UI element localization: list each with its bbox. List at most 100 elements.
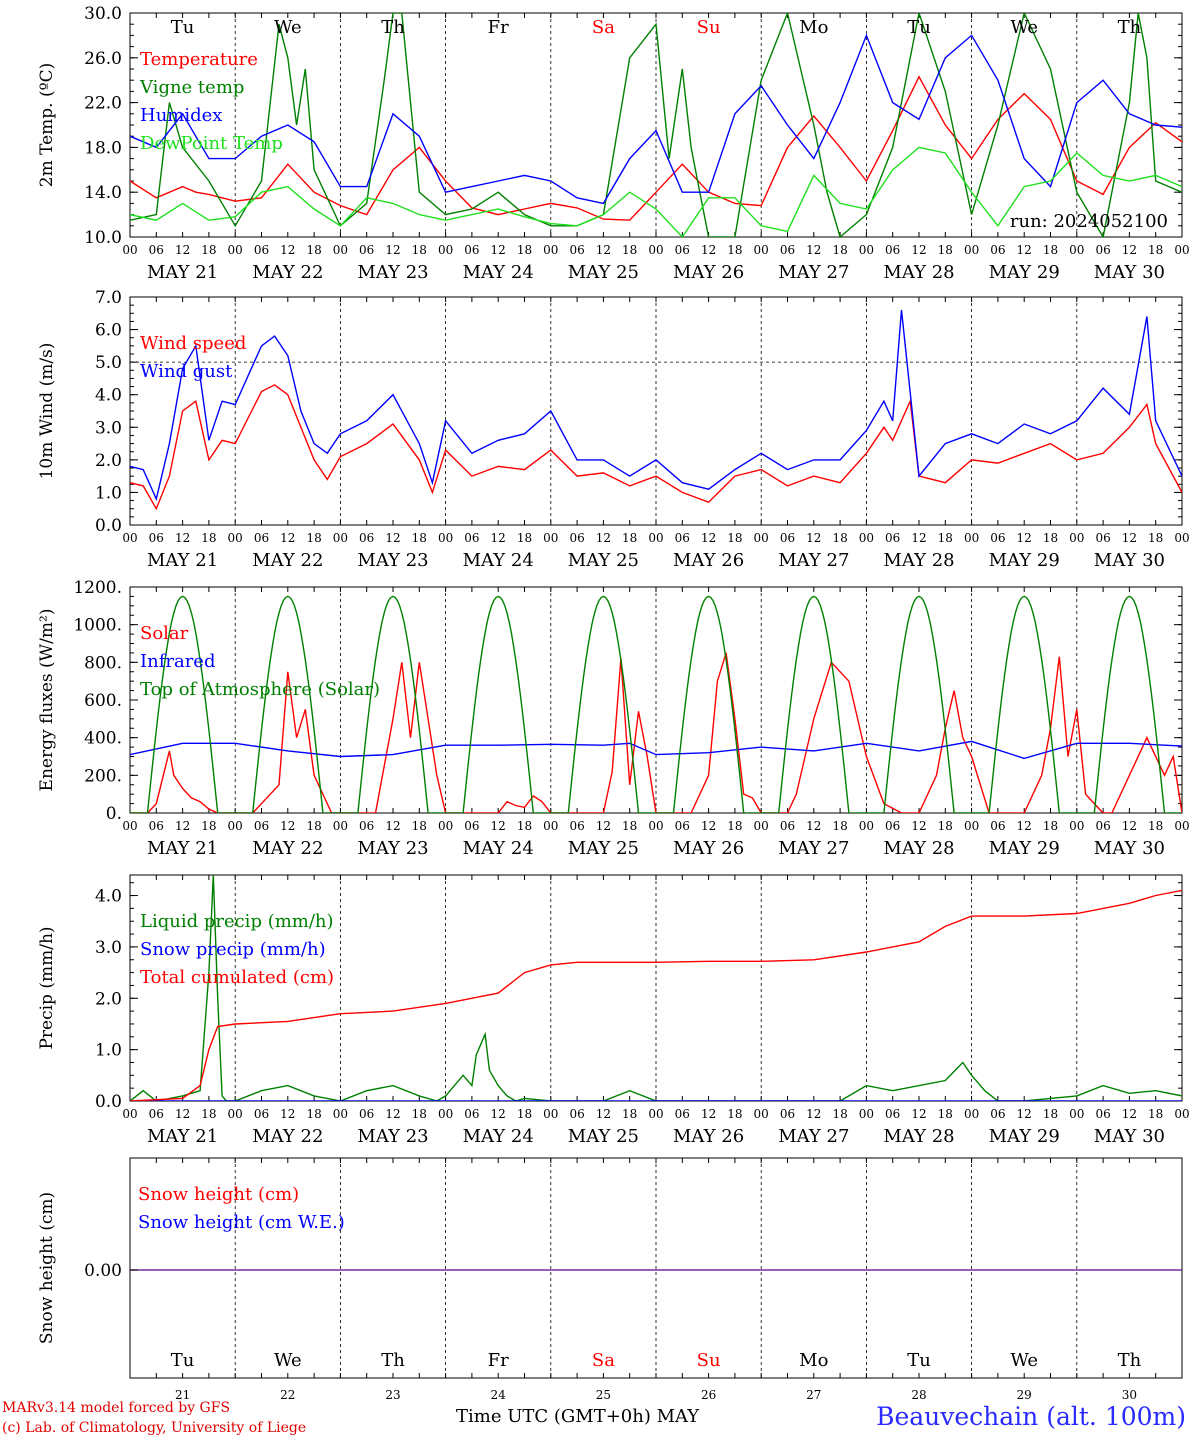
hour-tick-label: 12 [1017,531,1032,545]
date-tick-label: MAY 27 [778,1126,849,1147]
hour-tick-label: 06 [885,531,900,545]
hour-tick-label: 18 [938,1107,953,1121]
y-tick-label: 3.0 [95,938,122,958]
weekday-label-top: Th [381,17,405,38]
y-tick-label: 4.0 [95,386,122,406]
hour-tick-label: 18 [1148,1107,1163,1121]
date-tick-label: MAY 30 [1094,1126,1165,1147]
date-tick-label: MAY 24 [463,1126,534,1147]
series-line-infrared [130,740,1182,760]
hour-tick-label: 12 [911,531,926,545]
hour-tick-label: 00 [754,1107,769,1121]
hour-tick-label: 12 [1122,531,1137,545]
y-tick-label: 5.0 [95,353,122,373]
legend-entry-0: Temperature [140,49,258,70]
hour-tick-label: 12 [596,531,611,545]
y-axis-label-2: Energy fluxes (W/m²) [37,609,57,792]
date-tick-label: MAY 27 [778,838,849,859]
hour-tick-label: 12 [911,243,926,257]
hour-tick-label: 18 [1148,243,1163,257]
hour-tick-label: 00 [1069,819,1084,833]
hour-tick-label: 18 [412,1107,427,1121]
y-tick-label: 800. [84,653,122,673]
date-tick-label: MAY 29 [989,262,1060,283]
hour-tick-label: 06 [990,531,1005,545]
legend-entry-0: Humidex [140,105,222,126]
hour-tick-label: 12 [806,243,821,257]
hour-tick-label: 12 [280,1107,295,1121]
date-tick-label: MAY 25 [568,1126,639,1147]
hour-tick-label: 12 [911,1107,926,1121]
hour-tick-label: 06 [569,1107,584,1121]
hour-tick-label: 06 [359,531,374,545]
hour-tick-label: 00 [122,531,137,545]
y-tick-label: 2.0 [95,989,122,1009]
hour-tick-label: 12 [1122,1107,1137,1121]
weekday-label-top: We [274,17,302,38]
y-axis-label-3: Precip (mm/h) [37,926,57,1049]
hour-tick-label: 18 [1043,243,1058,257]
hour-tick-label: 18 [517,819,532,833]
y-tick-label: 0. [106,804,122,824]
weekday-label-bottom: Mo [799,1350,828,1371]
hour-tick-label: 12 [385,819,400,833]
hour-tick-label: 06 [359,1107,374,1121]
hour-tick-label: 18 [1043,1107,1058,1121]
date-tick-label: MAY 24 [463,262,534,283]
hour-tick-label: 06 [885,243,900,257]
hour-tick-label: 06 [464,819,479,833]
series-line-top-of-atmosphere-solar- [130,595,1182,813]
hour-tick-label: 00 [754,531,769,545]
weekday-label-bottom: Sa [592,1350,615,1371]
weekday-label-top: Th [1118,17,1142,38]
hour-tick-label: 18 [727,819,742,833]
weekday-label-bottom: Tu [907,1350,931,1371]
y-tick-label: 26.0 [84,49,122,69]
weekday-label-bottom: Fr [488,1350,509,1371]
hour-tick-label: 18 [832,243,847,257]
hour-tick-label: 06 [1095,531,1110,545]
legend-entry-4: Snow height (cm W.E.) [138,1212,345,1233]
date-tick-label: MAY 28 [883,1126,954,1147]
y-tick-label: 400. [84,729,122,749]
date-tick-label: MAY 22 [252,550,323,571]
series-line-liquid-precip-mm-h- [130,875,1182,1101]
hour-tick-label: 06 [464,243,479,257]
hour-tick-label: 06 [780,1107,795,1121]
hour-tick-label: 06 [885,1107,900,1121]
hour-tick-label: 18 [622,1107,637,1121]
hour-tick-label: 18 [306,1107,321,1121]
y-tick-label: 1200. [73,578,122,598]
hour-tick-label: 06 [1095,819,1110,833]
y-tick-label: 6.0 [95,321,122,341]
date-tick-label: MAY 26 [673,550,744,571]
y-tick-label: 4.0 [95,887,122,907]
y-tick-label: 7.0 [95,288,122,308]
hour-tick-label: 12 [1122,243,1137,257]
hour-tick-label: 12 [806,1107,821,1121]
date-tick-label: MAY 28 [883,262,954,283]
hour-tick-label: 18 [306,243,321,257]
day-number-label: 24 [491,1388,507,1402]
date-tick-label: MAY 26 [673,262,744,283]
hour-tick-label: 00 [543,243,558,257]
hour-tick-label: 00 [964,531,979,545]
y-tick-label: 0.0 [95,516,122,536]
weekday-label-bottom: Su [697,1350,721,1371]
y-tick-label: 30.0 [84,4,122,24]
hour-tick-label: 06 [254,531,269,545]
hour-tick-label: 18 [622,243,637,257]
hour-tick-label: 06 [149,243,164,257]
weekday-label-top: We [1010,17,1038,38]
hour-tick-label: 00 [859,819,874,833]
date-tick-label: MAY 21 [147,838,218,859]
hour-tick-label: 00 [1069,1107,1084,1121]
weekday-label-bottom: We [274,1350,302,1371]
hour-tick-label: 18 [517,531,532,545]
hour-tick-label: 18 [1148,819,1163,833]
day-number-label: 25 [596,1388,611,1402]
hour-tick-label: 00 [648,243,663,257]
hour-tick-label: 12 [701,243,716,257]
hour-tick-label: 12 [701,1107,716,1121]
